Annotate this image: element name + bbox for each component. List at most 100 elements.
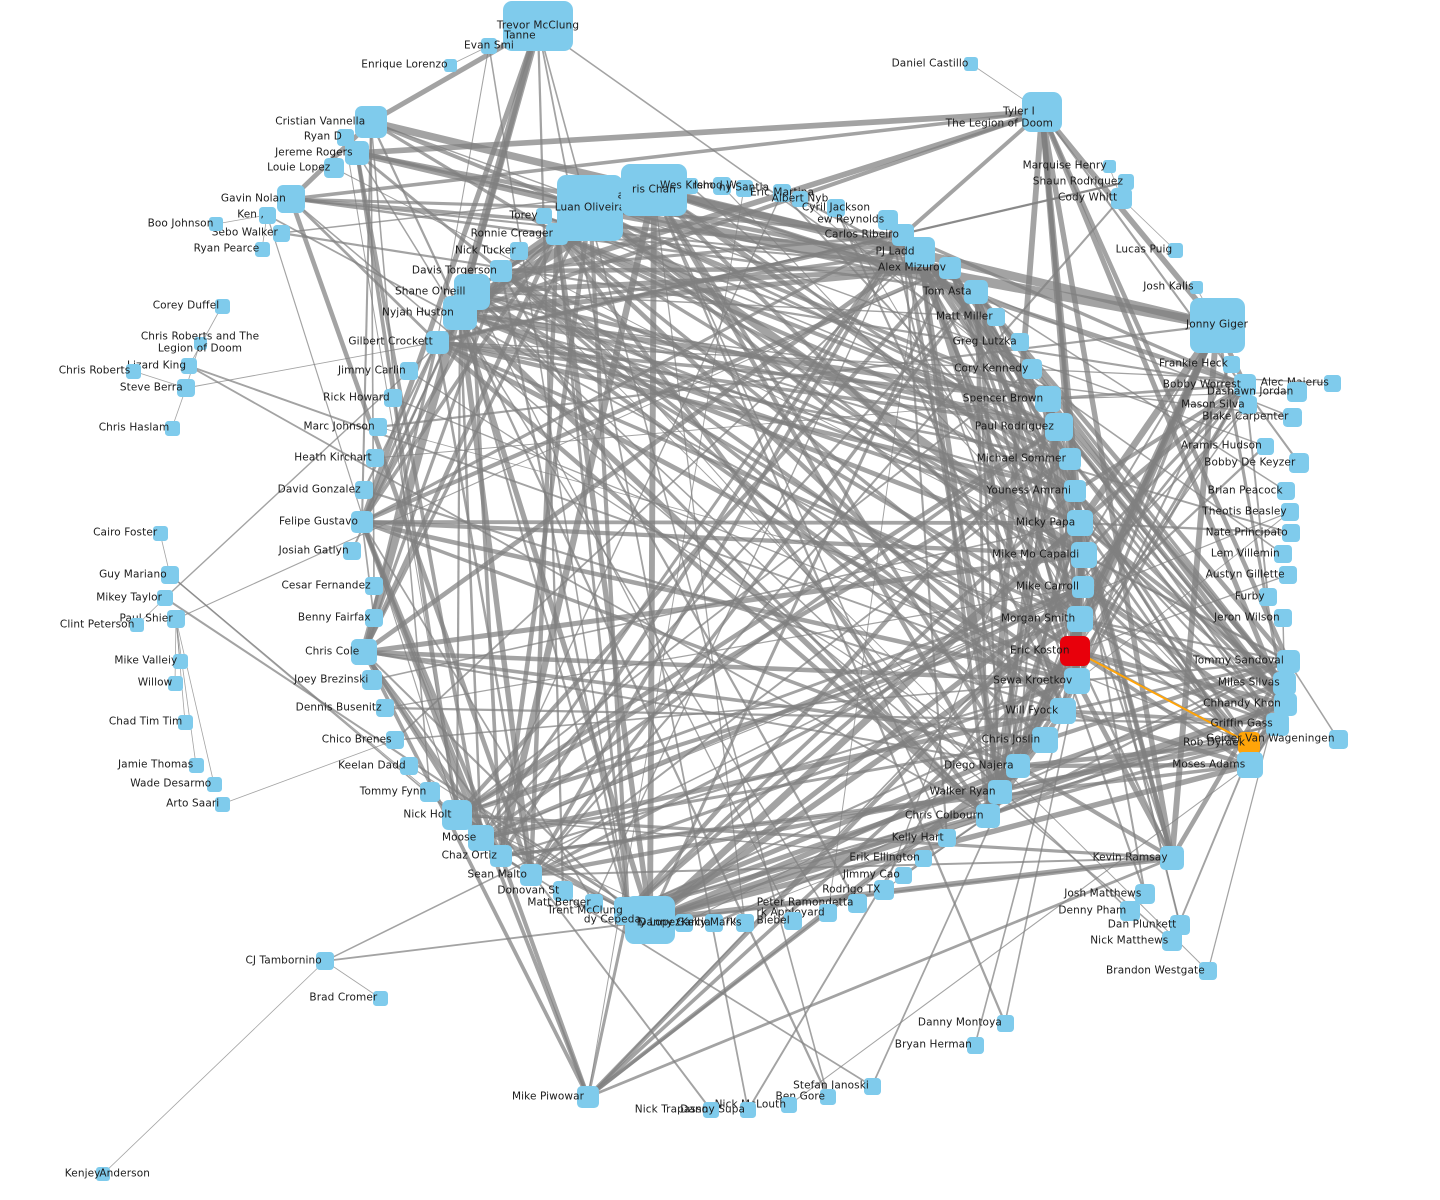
graph-node[interactable] bbox=[254, 241, 270, 257]
graph-node[interactable] bbox=[177, 379, 195, 397]
graph-node[interactable] bbox=[1067, 606, 1093, 632]
graph-node[interactable] bbox=[258, 206, 276, 224]
graph-node[interactable] bbox=[1189, 297, 1245, 353]
graph-node[interactable] bbox=[536, 208, 552, 224]
graph-node[interactable] bbox=[188, 757, 204, 773]
graph-node[interactable] bbox=[372, 990, 388, 1006]
graph-node[interactable] bbox=[193, 336, 207, 350]
graph-node[interactable] bbox=[167, 610, 185, 628]
graph-node[interactable] bbox=[1189, 280, 1203, 294]
graph-node[interactable] bbox=[1287, 382, 1307, 402]
graph-node[interactable] bbox=[362, 670, 382, 690]
graph-node[interactable] bbox=[585, 894, 603, 912]
graph-node[interactable] bbox=[792, 191, 808, 207]
graph-node[interactable] bbox=[351, 639, 377, 665]
graph-node[interactable] bbox=[1281, 503, 1299, 521]
graph-node[interactable] bbox=[443, 58, 457, 72]
graph-node[interactable] bbox=[1162, 931, 1182, 951]
graph-node[interactable] bbox=[819, 904, 837, 922]
graph-node[interactable] bbox=[553, 881, 573, 901]
graph-node[interactable] bbox=[1259, 588, 1277, 606]
graph-node[interactable] bbox=[713, 177, 731, 195]
graph-node[interactable] bbox=[1064, 480, 1086, 502]
graph-node[interactable] bbox=[365, 609, 383, 627]
graph-node[interactable] bbox=[1238, 732, 1260, 754]
graph-node[interactable] bbox=[1118, 174, 1134, 190]
graph-node[interactable] bbox=[1032, 727, 1058, 753]
graph-node[interactable] bbox=[820, 1089, 836, 1105]
graph-node[interactable] bbox=[675, 914, 693, 932]
graph-node[interactable] bbox=[905, 237, 935, 267]
graph-node[interactable] bbox=[167, 675, 183, 691]
graph-node[interactable] bbox=[1276, 649, 1300, 673]
graph-node[interactable] bbox=[1067, 510, 1093, 536]
graph-node[interactable] bbox=[209, 217, 223, 231]
graph-node[interactable] bbox=[157, 590, 173, 606]
graph-node[interactable] bbox=[503, 1, 573, 51]
graph-node[interactable] bbox=[781, 1097, 797, 1113]
graph-node[interactable] bbox=[874, 880, 894, 900]
graph-node[interactable] bbox=[1323, 374, 1341, 392]
graph-node[interactable] bbox=[557, 175, 623, 241]
graph-node[interactable] bbox=[481, 38, 497, 54]
graph-node[interactable] bbox=[468, 825, 494, 851]
graph-node[interactable] bbox=[420, 782, 440, 802]
graph-node[interactable] bbox=[1274, 609, 1292, 627]
graph-node[interactable] bbox=[425, 330, 449, 354]
graph-node[interactable] bbox=[161, 566, 179, 584]
graph-node[interactable] bbox=[987, 308, 1005, 326]
graph-node[interactable] bbox=[177, 714, 193, 730]
graph-node[interactable] bbox=[546, 223, 568, 245]
graph-node[interactable] bbox=[735, 179, 753, 197]
graph-node[interactable] bbox=[172, 653, 188, 669]
graph-node[interactable] bbox=[125, 363, 141, 379]
graph-node[interactable] bbox=[894, 866, 912, 884]
graph-node[interactable] bbox=[96, 1167, 110, 1181]
graph-node[interactable] bbox=[705, 914, 723, 932]
graph-node[interactable] bbox=[1110, 187, 1132, 209]
graph-node[interactable] bbox=[1237, 752, 1263, 778]
graph-node[interactable] bbox=[1167, 242, 1183, 258]
graph-node[interactable] bbox=[1239, 396, 1257, 414]
graph-node[interactable] bbox=[625, 896, 675, 944]
graph-node[interactable] bbox=[376, 699, 394, 717]
graph-node[interactable] bbox=[1035, 386, 1061, 412]
graph-node[interactable] bbox=[1277, 482, 1295, 500]
graph-node[interactable] bbox=[1282, 524, 1300, 542]
graph-node[interactable] bbox=[1256, 437, 1274, 455]
graph-node[interactable] bbox=[1272, 671, 1296, 695]
graph-node[interactable] bbox=[988, 780, 1012, 804]
graph-node[interactable] bbox=[490, 260, 512, 282]
graph-node[interactable] bbox=[1135, 884, 1155, 904]
graph-node[interactable] bbox=[1072, 576, 1094, 598]
graph-node[interactable] bbox=[510, 242, 528, 260]
graph-node[interactable] bbox=[1279, 566, 1297, 584]
graph-node[interactable] bbox=[152, 525, 168, 541]
graph-node[interactable] bbox=[966, 1036, 984, 1054]
graph-node[interactable] bbox=[1064, 668, 1090, 694]
graph-node[interactable] bbox=[324, 158, 344, 178]
graph-node[interactable] bbox=[938, 829, 956, 847]
graph-node[interactable] bbox=[976, 804, 1000, 828]
graph-node[interactable] bbox=[964, 280, 988, 304]
graph-node[interactable] bbox=[863, 1077, 881, 1095]
graph-node[interactable] bbox=[490, 845, 512, 867]
graph-node[interactable] bbox=[736, 914, 754, 932]
graph-node[interactable] bbox=[345, 141, 369, 165]
graph-node[interactable] bbox=[1050, 698, 1076, 724]
graph-node[interactable] bbox=[355, 106, 387, 138]
graph-node[interactable] bbox=[443, 296, 477, 330]
graph-node[interactable] bbox=[1289, 453, 1309, 473]
graph-node[interactable] bbox=[1199, 962, 1217, 980]
graph-node[interactable] bbox=[365, 577, 383, 595]
graph-node[interactable] bbox=[1120, 901, 1140, 921]
graph-node[interactable] bbox=[164, 420, 180, 436]
graph-node[interactable] bbox=[181, 358, 197, 374]
graph-node[interactable] bbox=[914, 849, 932, 867]
graph-node[interactable] bbox=[369, 418, 387, 436]
graph-node[interactable] bbox=[827, 199, 845, 217]
graph-node[interactable] bbox=[1011, 333, 1029, 351]
graph-node[interactable] bbox=[682, 178, 698, 194]
graph-node[interactable] bbox=[1282, 407, 1302, 427]
graph-node[interactable] bbox=[1045, 413, 1073, 441]
